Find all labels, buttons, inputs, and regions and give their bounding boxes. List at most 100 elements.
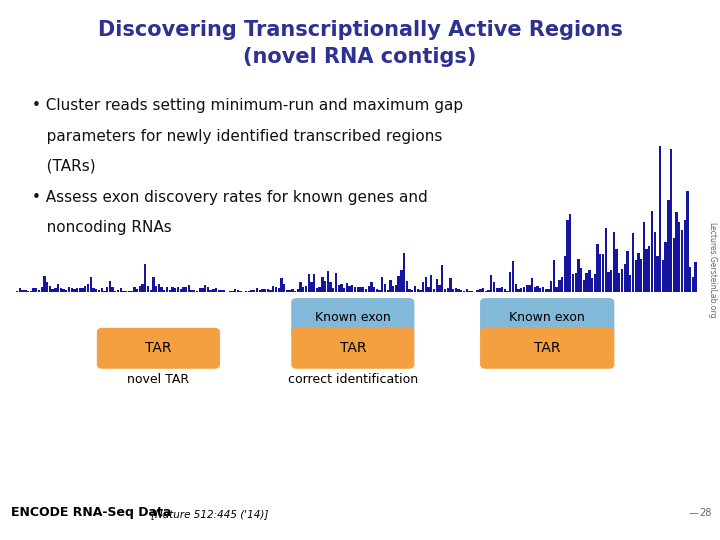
Text: Discovering Transcriptionally Active Regions: Discovering Transcriptionally Active Reg… (98, 19, 622, 40)
Bar (569, 214, 572, 292)
Text: parameters for newly identified transcribed regions: parameters for newly identified transcri… (32, 129, 443, 144)
Bar (593, 274, 596, 292)
Bar (626, 251, 629, 292)
Bar (60, 288, 62, 292)
Bar (117, 289, 120, 292)
Bar (35, 288, 37, 292)
Bar (71, 288, 73, 292)
Bar (310, 282, 312, 292)
Bar (376, 288, 378, 292)
Bar (585, 273, 588, 292)
Bar (512, 261, 514, 292)
Bar (297, 289, 299, 292)
Bar (428, 287, 430, 292)
Bar (466, 289, 468, 292)
Bar (280, 279, 283, 292)
Bar (675, 212, 678, 292)
Bar (228, 291, 231, 292)
Bar (498, 288, 500, 292)
Bar (171, 287, 174, 292)
Bar (400, 269, 402, 292)
Bar (78, 288, 81, 292)
Bar (332, 288, 334, 292)
Bar (199, 288, 201, 292)
Bar (613, 232, 615, 292)
Bar (234, 289, 236, 292)
Bar (76, 288, 78, 292)
Bar (215, 288, 217, 292)
Bar (506, 291, 509, 292)
Bar (640, 259, 642, 292)
Bar (637, 253, 639, 292)
Bar (616, 249, 618, 292)
Text: ENCODE RNA-Seq Data: ENCODE RNA-Seq Data (11, 507, 171, 519)
Bar (631, 233, 634, 292)
Bar (155, 286, 157, 292)
Bar (539, 288, 541, 292)
Bar (605, 228, 607, 292)
Bar (645, 249, 648, 292)
Text: Lectures.GersteinLab.org: Lectures.GersteinLab.org (707, 222, 716, 318)
FancyBboxPatch shape (480, 328, 614, 369)
Bar (161, 287, 163, 292)
Bar (220, 289, 222, 292)
Bar (16, 291, 19, 292)
Bar (591, 278, 593, 292)
Bar (179, 289, 182, 292)
Bar (618, 273, 621, 292)
FancyBboxPatch shape (291, 298, 414, 336)
FancyBboxPatch shape (480, 298, 614, 336)
Bar (556, 287, 558, 292)
Bar (346, 283, 348, 292)
Text: Known exon: Known exon (315, 310, 391, 324)
Bar (492, 281, 495, 292)
Bar (602, 254, 604, 292)
Bar (338, 285, 340, 292)
Bar (318, 287, 321, 292)
Bar (463, 291, 465, 292)
Bar (504, 289, 506, 292)
Bar (120, 288, 122, 292)
Bar (264, 288, 266, 292)
Bar (518, 289, 520, 292)
Bar (163, 289, 166, 292)
Bar (300, 282, 302, 292)
Bar (370, 282, 372, 292)
Bar (65, 290, 68, 292)
Bar (542, 287, 544, 292)
Bar (387, 290, 389, 292)
Bar (166, 287, 168, 292)
Bar (89, 277, 92, 292)
Bar (122, 291, 125, 292)
Bar (258, 290, 261, 292)
FancyBboxPatch shape (291, 328, 414, 369)
Bar (286, 290, 288, 292)
Bar (30, 291, 32, 292)
Bar (436, 279, 438, 292)
Bar (449, 278, 451, 292)
Bar (101, 288, 103, 292)
Bar (305, 286, 307, 292)
Bar (520, 288, 523, 292)
Bar (648, 246, 650, 292)
Bar (316, 287, 318, 292)
Bar (572, 274, 574, 292)
Bar (343, 288, 346, 292)
Bar (43, 276, 45, 292)
Bar (63, 289, 65, 292)
Bar (335, 273, 337, 292)
Bar (694, 262, 697, 292)
Bar (654, 232, 656, 292)
Bar (367, 286, 370, 292)
Bar (419, 290, 422, 292)
Bar (575, 273, 577, 292)
Text: (novel RNA contigs): (novel RNA contigs) (243, 46, 477, 67)
Bar (425, 278, 427, 292)
Bar (127, 291, 130, 292)
Bar (414, 286, 416, 292)
Bar (313, 274, 315, 292)
Bar (381, 278, 384, 292)
Bar (365, 289, 367, 292)
Bar (528, 285, 531, 292)
Bar (95, 289, 97, 292)
